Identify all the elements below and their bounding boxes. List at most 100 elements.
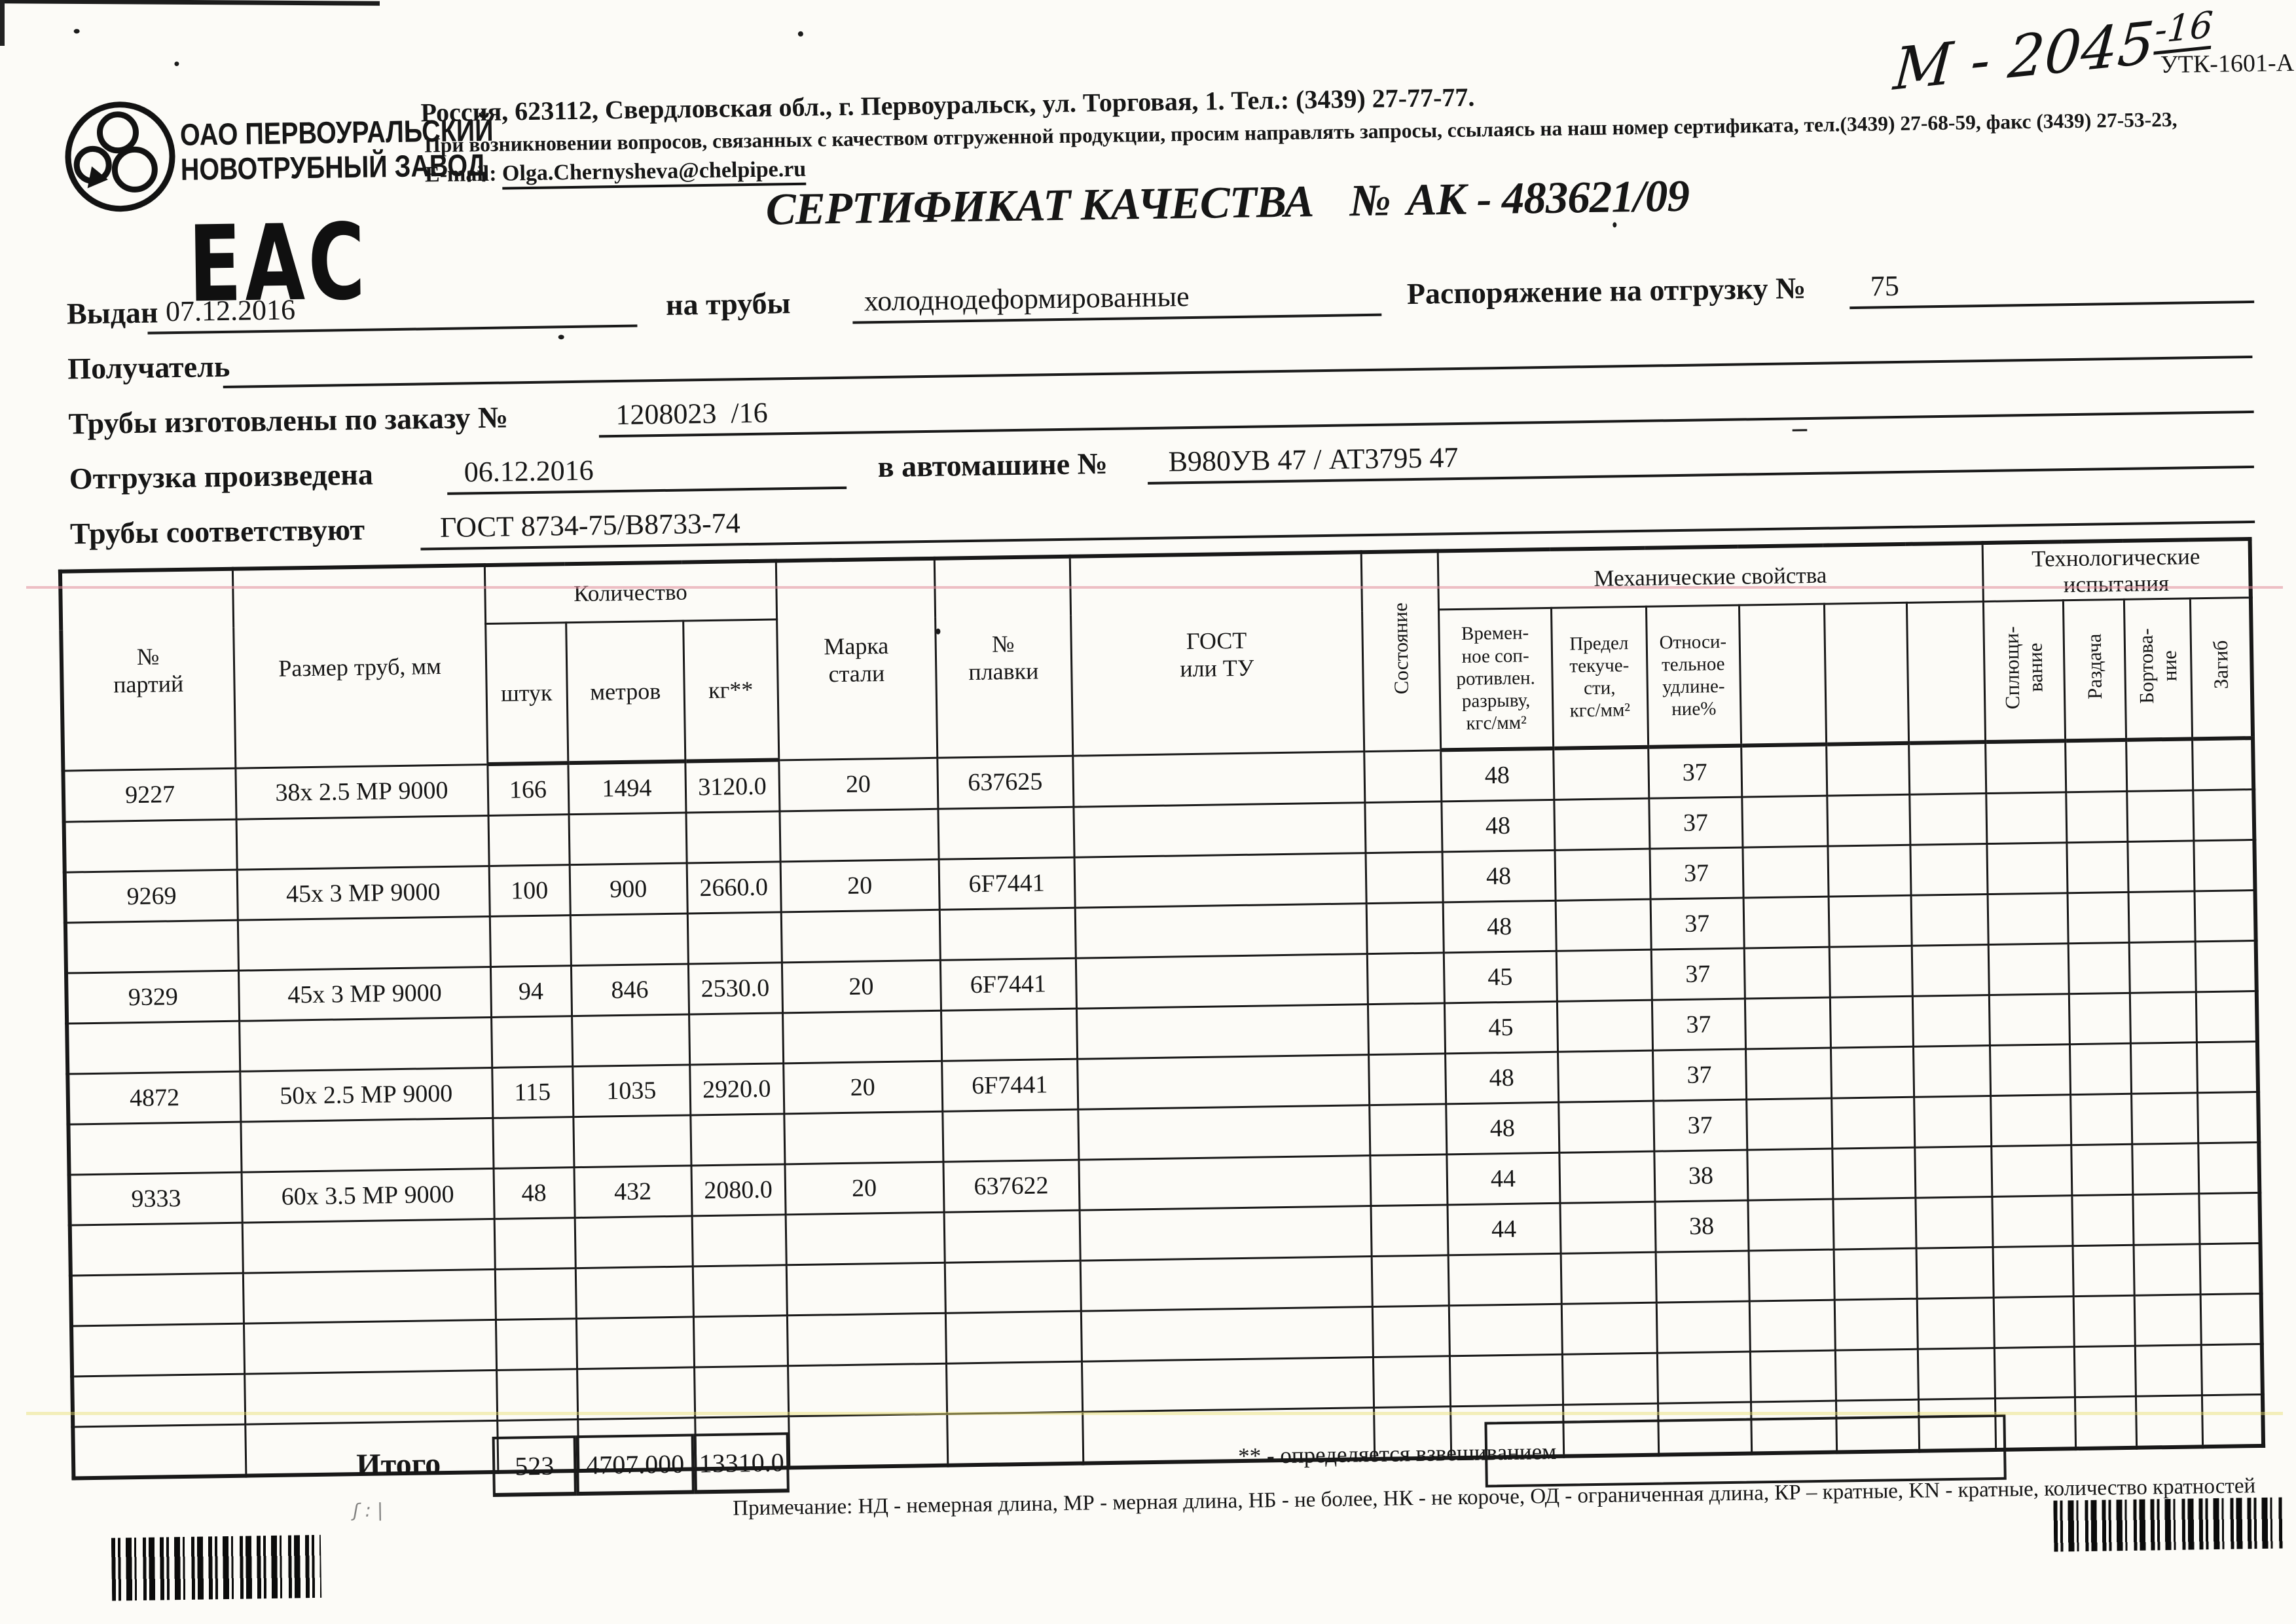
order-label: Трубы изготовлены по заказу № xyxy=(68,400,509,441)
table-cell xyxy=(1987,893,2068,945)
number-sign: № xyxy=(1349,175,1391,226)
ink-speck xyxy=(797,31,803,37)
table-cell xyxy=(1914,1146,1992,1198)
table-cell xyxy=(1743,896,1829,949)
col-meters: метров xyxy=(566,621,685,764)
table-cell: 9333 xyxy=(69,1172,242,1226)
table-cell xyxy=(2198,1142,2260,1194)
table-cell xyxy=(1912,995,1990,1047)
table-cell xyxy=(939,908,1076,961)
total-pieces: 523 xyxy=(492,1435,577,1498)
table-cell: 37 xyxy=(1652,1049,1747,1101)
email-address: Olga.Chernysheva@chelpipe.ru xyxy=(501,157,807,190)
table-cell: 37 xyxy=(1649,797,1743,849)
table-cell xyxy=(1080,1256,1372,1312)
table-cell xyxy=(1559,1202,1656,1254)
table-cell: 846 xyxy=(570,964,689,1016)
table-cell xyxy=(1747,1149,1833,1201)
table-cell: 38 xyxy=(1654,1200,1749,1253)
table-cell: 45х 3 МР 9000 xyxy=(238,967,492,1022)
table-cell xyxy=(1072,751,1365,807)
table-cell xyxy=(242,1269,496,1324)
table-cell xyxy=(495,1318,577,1371)
table-cell xyxy=(1913,1045,1991,1098)
table-cell xyxy=(1746,1098,1832,1151)
barcode-bottom-right xyxy=(2053,1497,2284,1552)
table-cell xyxy=(2193,840,2255,891)
table-cell xyxy=(2130,1042,2198,1094)
table-cell xyxy=(2199,1243,2261,1295)
table-cell xyxy=(1558,1101,1654,1153)
table-cell xyxy=(1556,1000,1653,1052)
table-cell: 3120.0 xyxy=(685,760,780,813)
table-cell xyxy=(786,1263,945,1316)
table-cell xyxy=(2065,739,2127,792)
table-cell xyxy=(1076,1004,1369,1060)
pipes-value: холоднодеформированные xyxy=(864,280,1190,318)
table-cell xyxy=(236,815,489,870)
table-cell xyxy=(2192,738,2254,790)
expansion-vertical-label: Раздача xyxy=(2082,633,2106,700)
table-cell: 2080.0 xyxy=(691,1164,786,1216)
table-cell: 9269 xyxy=(64,870,238,923)
table-cell xyxy=(944,1261,1081,1314)
table-cell xyxy=(2129,991,2197,1044)
table-cell xyxy=(692,1264,787,1317)
table-cell xyxy=(785,1212,945,1265)
empty-box xyxy=(1484,1414,2007,1488)
table-cell xyxy=(1992,1195,2073,1247)
table-cell xyxy=(1833,1248,1917,1301)
table-cell xyxy=(494,1217,575,1270)
table-cell xyxy=(1364,750,1442,803)
table-cell: 44 xyxy=(1447,1203,1561,1255)
table-cell xyxy=(2134,1344,2202,1397)
table-cell xyxy=(568,813,687,865)
table-cell xyxy=(577,1367,695,1420)
totals-cells: 523 4707.000 13310.0 xyxy=(492,1432,790,1498)
table-cell xyxy=(496,1369,578,1421)
table-cell xyxy=(2126,739,2193,792)
table-cell xyxy=(942,1109,1079,1162)
table-cell xyxy=(570,913,688,966)
email-label: E-mail: xyxy=(424,161,497,187)
table-cell xyxy=(1554,798,1650,851)
table-cell: 4872 xyxy=(67,1071,241,1125)
table-cell xyxy=(2068,942,2130,994)
table-cell xyxy=(1832,1198,1916,1250)
table-cell xyxy=(1073,802,1366,858)
certificate-table: № партий Размер труб, мм Количество Марк… xyxy=(58,536,2266,1481)
table-cell xyxy=(492,1116,574,1169)
table-cell xyxy=(70,1273,244,1327)
table-cell xyxy=(2070,1094,2132,1145)
table-cell xyxy=(2068,993,2131,1044)
table-cell xyxy=(239,1017,492,1072)
table-cell: 37 xyxy=(1650,898,1744,950)
title-text: СЕРТИФИКАТ КАЧЕСТВА xyxy=(765,176,1314,234)
email-line: E-mail: Olga.Chernysheva@chelpipe.ru xyxy=(424,157,807,190)
table-cell xyxy=(2073,1295,2135,1347)
table-cell xyxy=(73,1424,246,1479)
table-cell xyxy=(779,809,939,862)
table-cell xyxy=(2128,941,2196,993)
table-cell: 637625 xyxy=(937,755,1074,809)
ink-speck xyxy=(1086,204,1091,210)
table-cell xyxy=(1364,801,1442,853)
table-cell xyxy=(1993,1296,2074,1348)
table-cell: 60х 3.5 МР 9000 xyxy=(241,1168,494,1223)
table-cell xyxy=(687,912,782,965)
table-cell: 900 xyxy=(569,863,687,915)
table-cell xyxy=(782,1010,942,1063)
table-cell xyxy=(71,1323,245,1377)
flattening-vertical-label: Сплющи- вание xyxy=(1999,626,2048,710)
table-cell xyxy=(2071,1194,2134,1246)
table-cell xyxy=(1990,1094,2071,1147)
table-cell xyxy=(780,910,940,963)
table-cell: 37 xyxy=(1648,745,1742,799)
group-mechanical: Механические свойства xyxy=(1437,543,1983,610)
table-cell xyxy=(1074,853,1366,908)
table-cell xyxy=(72,1374,246,1428)
table-cell: 2920.0 xyxy=(689,1063,784,1115)
table-cell xyxy=(1371,1255,1449,1307)
table-cell xyxy=(2198,1192,2261,1244)
